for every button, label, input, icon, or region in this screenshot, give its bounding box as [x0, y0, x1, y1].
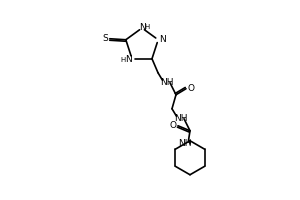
Text: O: O [188, 84, 194, 93]
Text: O: O [169, 121, 176, 130]
Text: N: N [159, 35, 166, 44]
Text: N: N [139, 22, 145, 31]
Text: NH: NH [178, 139, 192, 148]
Text: NH: NH [160, 78, 174, 87]
Text: H: H [144, 24, 150, 30]
Text: S: S [102, 34, 108, 43]
Text: H: H [120, 57, 126, 63]
Text: N: N [124, 55, 131, 64]
Text: NH: NH [174, 114, 188, 123]
